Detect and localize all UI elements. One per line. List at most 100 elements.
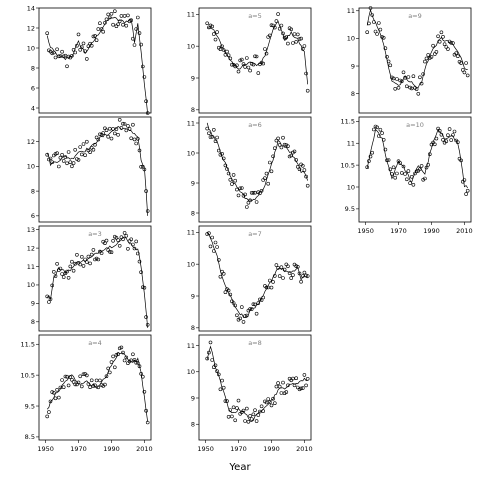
data-point	[109, 12, 114, 16]
data-point	[207, 131, 211, 136]
data-point	[267, 33, 272, 38]
data-point	[116, 22, 120, 27]
panel-frame	[358, 7, 472, 114]
data-point	[459, 158, 463, 163]
data-point	[253, 54, 257, 59]
data-point	[258, 409, 262, 414]
data-point	[277, 26, 282, 31]
x-tick-label: 1970	[230, 445, 247, 453]
data-point	[441, 34, 445, 39]
data-point	[131, 122, 135, 127]
data-point	[228, 56, 233, 61]
data-point	[71, 380, 76, 384]
data-point	[419, 81, 424, 86]
data-point	[122, 358, 127, 363]
data-point	[302, 44, 307, 48]
data-point	[45, 31, 50, 36]
data-point	[114, 236, 119, 240]
data-point	[373, 29, 378, 34]
data-point	[75, 43, 79, 48]
data-point	[256, 413, 261, 417]
data-point	[53, 274, 58, 278]
data-point	[274, 263, 279, 267]
data-point	[246, 419, 251, 424]
data-point	[94, 38, 99, 43]
data-point	[243, 419, 247, 423]
data-point	[80, 45, 84, 50]
data-point	[61, 54, 66, 59]
data-point	[98, 132, 102, 137]
data-point	[276, 381, 280, 385]
data-point	[98, 378, 102, 383]
data-point	[215, 30, 219, 34]
data-point	[215, 369, 219, 374]
panel-frame	[38, 225, 152, 332]
data-point	[93, 142, 97, 147]
data-point	[248, 198, 252, 203]
data-point	[240, 57, 244, 62]
y-tick-label: 8	[31, 318, 35, 326]
data-point	[297, 37, 302, 41]
data-point	[376, 134, 381, 138]
data-point	[256, 71, 261, 75]
data-point	[409, 86, 414, 91]
data-point	[281, 31, 285, 36]
data-point	[113, 365, 117, 370]
data-point	[395, 171, 399, 176]
data-point	[122, 14, 127, 18]
data-point	[101, 29, 105, 34]
data-point	[139, 165, 143, 169]
data-point	[144, 315, 148, 319]
data-point	[131, 352, 135, 357]
data-point	[145, 111, 150, 115]
data-point	[442, 42, 447, 47]
data-point	[70, 53, 74, 58]
data-point	[286, 144, 290, 148]
data-point	[462, 70, 467, 75]
data-point	[243, 314, 247, 318]
data-point	[233, 178, 237, 183]
data-point	[375, 125, 379, 130]
data-point	[86, 382, 91, 386]
data-point	[236, 398, 241, 403]
data-point	[449, 40, 454, 45]
data-point	[136, 137, 140, 141]
panel-label: a=8	[248, 339, 262, 347]
data-point	[85, 57, 89, 61]
data-point	[109, 250, 114, 254]
data-point	[45, 294, 50, 299]
data-point	[94, 256, 99, 261]
y-tick-label: 10	[347, 183, 355, 191]
data-point	[251, 191, 256, 195]
data-point	[83, 49, 87, 54]
data-point	[139, 42, 143, 47]
data-point	[459, 61, 463, 65]
data-point	[145, 322, 150, 327]
data-point	[98, 21, 102, 26]
data-point	[449, 138, 454, 142]
data-point	[104, 238, 109, 243]
panel-4: 6 8 10 12	[27, 116, 152, 223]
data-point	[136, 361, 140, 365]
data-point	[246, 200, 251, 205]
data-point	[251, 412, 256, 417]
panel-label: a=9	[408, 12, 422, 20]
data-point	[264, 285, 269, 290]
data-point	[221, 156, 226, 161]
data-point	[418, 75, 422, 80]
data-point	[213, 240, 218, 245]
data-point	[126, 124, 130, 128]
data-point	[124, 355, 129, 360]
data-point	[226, 171, 231, 176]
fitted-line	[206, 122, 309, 202]
data-point	[446, 133, 450, 137]
data-point	[395, 77, 399, 81]
y-tick-label: 8	[191, 209, 195, 217]
data-point	[418, 167, 422, 171]
data-point	[451, 41, 455, 45]
data-point	[47, 410, 51, 414]
fitted-line	[366, 128, 468, 189]
data-point	[240, 186, 244, 190]
data-point	[221, 271, 226, 276]
data-point	[393, 87, 398, 91]
